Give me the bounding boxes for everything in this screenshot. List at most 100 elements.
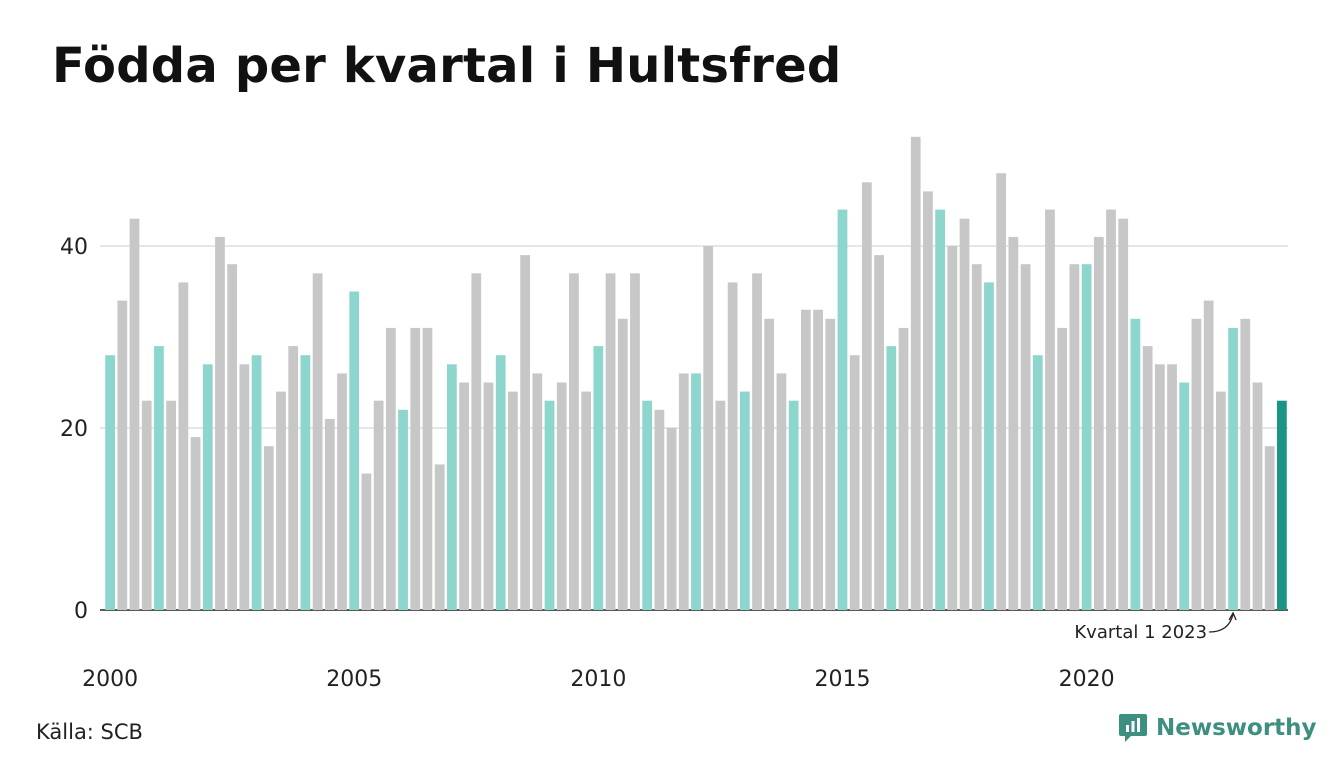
bar: [1203, 300, 1214, 610]
bar: [532, 373, 543, 610]
bar: [398, 409, 408, 610]
bar: [935, 209, 945, 610]
bar: [251, 355, 262, 610]
bar: [630, 273, 640, 610]
bar: [202, 364, 213, 610]
bar: [788, 400, 799, 610]
bar: [984, 282, 994, 610]
bar: [508, 391, 518, 610]
bar: [166, 400, 177, 610]
annotation-arrowhead: [1228, 611, 1237, 621]
bar: [1277, 400, 1287, 610]
bar: [324, 418, 335, 610]
bars: [105, 136, 1287, 611]
bar: [410, 327, 421, 610]
bar: [617, 318, 628, 610]
bar: [874, 255, 884, 610]
bar: [849, 355, 860, 610]
bar: [678, 373, 689, 610]
bar: [569, 273, 579, 610]
bar: [1081, 264, 1092, 610]
bar: [495, 355, 506, 610]
bar: [1008, 236, 1019, 610]
bar: [1093, 236, 1104, 610]
bar: [727, 282, 738, 610]
bar: [715, 400, 726, 610]
bar: [837, 209, 848, 610]
newsworthy-logo-icon: [1119, 714, 1147, 742]
bar: [434, 464, 445, 610]
y-tick-label: 20: [60, 417, 88, 442]
bar: [959, 218, 970, 610]
bar: [862, 182, 872, 611]
bar: [288, 346, 299, 610]
x-tick-label: 2020: [1059, 667, 1115, 692]
bar: [910, 136, 921, 611]
bar: [581, 391, 592, 610]
bar: [642, 400, 653, 610]
bar: [1252, 382, 1263, 610]
bar: [117, 300, 128, 610]
brand[interactable]: Newsworthy: [1118, 712, 1317, 744]
bar: [556, 382, 567, 610]
bar: [752, 273, 762, 610]
annotation-arrow: [1209, 613, 1234, 633]
annotation: Kvartal 1 2023: [1074, 611, 1237, 643]
y-tick-label: 40: [60, 235, 88, 260]
bar: [141, 400, 152, 610]
bar: [471, 273, 482, 610]
bar: [263, 446, 274, 610]
bar: [971, 264, 982, 610]
bar: [703, 246, 714, 610]
bar: [1179, 382, 1190, 610]
bar: [446, 364, 457, 610]
bar: [520, 255, 530, 610]
source-label: Källa: SCB: [36, 720, 143, 744]
bar: [813, 309, 823, 610]
bar: [337, 373, 347, 610]
bar: [996, 173, 1007, 610]
bar: [544, 400, 555, 610]
annotation-label: Kvartal 1 2023: [1074, 622, 1207, 643]
bar: [190, 437, 201, 610]
bar: [776, 373, 787, 610]
bar: [1167, 364, 1177, 610]
x-tick-label: 2000: [82, 667, 138, 692]
bar: [947, 246, 958, 610]
bar: [1118, 218, 1129, 610]
bar: [385, 327, 396, 610]
bar: [1215, 391, 1226, 610]
bar: [1032, 355, 1043, 610]
bar: [1154, 364, 1165, 610]
bar: [1240, 318, 1251, 610]
bar: [1106, 209, 1116, 610]
bar: [666, 428, 677, 610]
bar: [593, 346, 604, 610]
bar: [105, 355, 115, 610]
bar: [1130, 318, 1141, 610]
bar: [886, 346, 897, 610]
bar: [459, 382, 469, 610]
bar: [898, 327, 909, 610]
bar: [129, 218, 140, 610]
bar: [764, 318, 775, 610]
bar: [1045, 209, 1055, 610]
y-axis-ticks: 0 20 40: [60, 235, 88, 624]
bar: [154, 346, 164, 610]
bar: [227, 264, 238, 610]
bar: [654, 409, 665, 610]
bar: [349, 291, 360, 610]
bar: [215, 236, 225, 610]
x-tick-label: 2015: [814, 667, 870, 692]
bar: [373, 400, 384, 610]
brand-name: Newsworthy: [1156, 715, 1317, 741]
bar: [605, 273, 616, 610]
x-tick-label: 2005: [326, 667, 382, 692]
bar: [422, 327, 433, 610]
bar: [276, 391, 286, 610]
bar: [300, 355, 311, 610]
y-tick-label: 0: [74, 599, 88, 624]
bar: [1020, 264, 1031, 610]
bar: [361, 473, 372, 610]
